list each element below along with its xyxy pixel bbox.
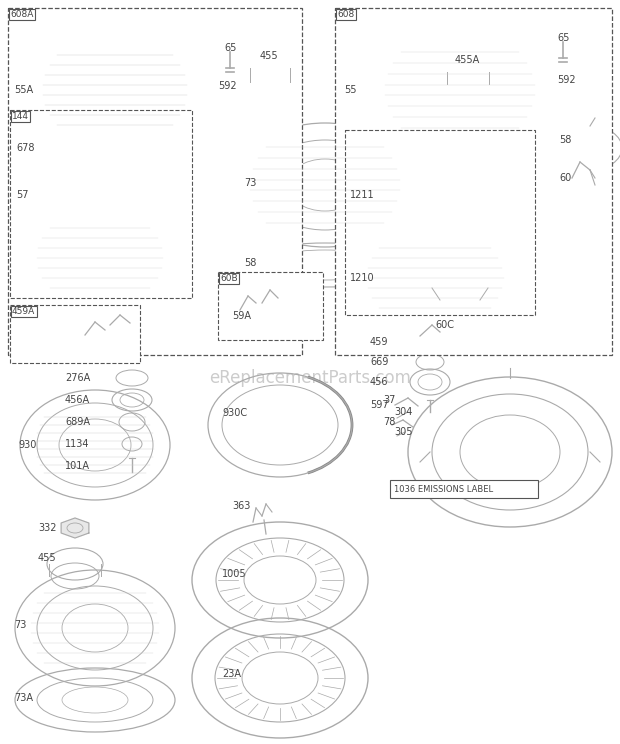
Text: 592: 592 [557,75,575,85]
Text: 1134: 1134 [65,439,89,449]
Bar [390,480,538,498]
Text: 1210: 1210 [350,273,374,283]
Text: 59A: 59A [232,311,251,321]
Text: 455A: 455A [455,55,480,65]
Text: 101A: 101A [65,461,90,471]
Text: 73: 73 [244,178,257,188]
Bar [8,8,302,355]
Text: 304: 304 [394,407,412,417]
Bar [10,305,140,363]
Text: 455: 455 [38,553,56,563]
Text: 332: 332 [38,523,56,533]
Text: 60: 60 [559,173,571,183]
Text: 1005: 1005 [222,569,247,579]
Text: 65: 65 [557,33,569,43]
Text: 689A: 689A [65,417,90,427]
Text: 363: 363 [232,501,250,511]
Text: 144: 144 [12,112,29,121]
Text: 608: 608 [337,10,354,19]
Text: 459: 459 [370,337,389,347]
Text: 930: 930 [18,440,37,450]
Text: 58: 58 [559,135,572,145]
Text: 60C: 60C [435,320,454,330]
Text: 456: 456 [370,377,389,387]
Text: 669: 669 [370,357,388,367]
Bar [218,272,323,340]
Bar [10,110,192,298]
Text: 55: 55 [344,85,356,95]
Text: 678: 678 [16,143,35,153]
Text: 1211: 1211 [350,190,374,200]
Text: 73A: 73A [14,693,33,703]
Text: 23A: 23A [222,669,241,679]
Bar [345,130,535,315]
Text: 597: 597 [370,400,389,410]
Text: 305: 305 [394,427,412,437]
Text: 592: 592 [218,81,237,91]
Text: 276A: 276A [65,373,91,383]
Polygon shape [61,518,89,538]
Bar [335,8,612,355]
Text: 55A: 55A [14,85,33,95]
Text: 58: 58 [244,258,257,268]
Text: 608A: 608A [10,10,33,19]
Text: 1036 EMISSIONS LABEL: 1036 EMISSIONS LABEL [394,484,493,493]
Text: 57: 57 [16,190,29,200]
Text: 455: 455 [260,51,278,61]
Text: 459A: 459A [12,307,35,316]
Text: 60B: 60B [220,274,237,283]
Text: 73: 73 [14,620,27,630]
Text: 930C: 930C [222,408,247,418]
Text: 37: 37 [383,395,396,405]
Text: eReplacementParts.com: eReplacementParts.com [209,369,411,387]
Text: 65: 65 [224,43,236,53]
Text: 456A: 456A [65,395,90,405]
Text: 78: 78 [383,417,396,427]
